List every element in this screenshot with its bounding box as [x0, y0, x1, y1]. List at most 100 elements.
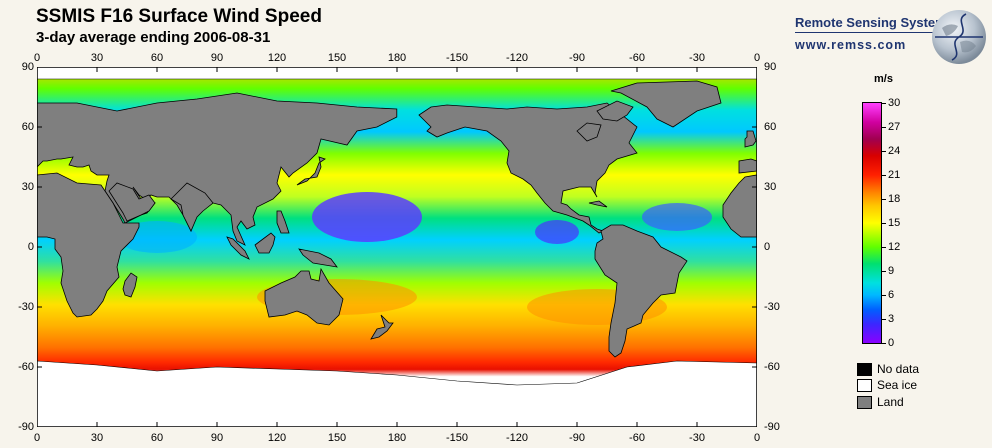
new-zealand-landmass [370, 314, 394, 340]
lat-left-tick-label-0: 90 [21, 61, 34, 73]
colorbar-tick-label: 9 [888, 265, 895, 277]
colorbar-tick-label: 24 [888, 145, 901, 157]
lon-top-tick-label-6: 180 [387, 52, 407, 64]
colorbar-tick [881, 295, 886, 296]
africa-west-landmass [722, 174, 757, 238]
lat-right-tick-label-2: 30 [764, 181, 777, 193]
legend-land: Land [857, 395, 904, 409]
lon-top-tick-label-5: 150 [327, 52, 347, 64]
lat-left-tick-label-4: -30 [18, 301, 34, 313]
lon-bottom-tick-label-0: 0 [33, 432, 41, 444]
lat-left-tick-label-5: -60 [18, 361, 34, 373]
lon-bottom-tick-label-3: 90 [210, 432, 224, 444]
colorbar-tick-label: 18 [888, 193, 901, 205]
colorbar-tick [881, 199, 886, 200]
colorbar [862, 102, 882, 344]
lon-bottom-tick-label-4: 120 [267, 432, 287, 444]
logo-url: www.remss.com [795, 38, 907, 52]
legend-sea-ice: Sea ice [857, 378, 917, 392]
colorbar-tick [881, 343, 886, 344]
colorbar-tick [881, 271, 886, 272]
lon-bottom-tick-label-10: -60 [629, 432, 645, 444]
lat-right-tick-label-3: 0 [764, 241, 771, 253]
colorbar-unit: m/s [874, 73, 893, 85]
south-america-landmass [594, 224, 688, 358]
africa-landmass [37, 172, 140, 318]
lat-right-tick-label-4: -30 [764, 301, 780, 313]
axis-ticks [37, 67, 757, 427]
colorbar-tick-label: 21 [888, 169, 901, 181]
lon-bottom-tick-label-11: -30 [689, 432, 705, 444]
baffin-landmass [596, 100, 634, 122]
lat-left-tick-label-3: 0 [27, 241, 34, 253]
colorbar-tick-label: 6 [888, 289, 895, 301]
legend-label-no-data: No data [877, 362, 920, 376]
australia-landmass [264, 267, 344, 326]
lon-bottom-tick-label-1: 30 [90, 432, 104, 444]
map-subtitle: 3-day average ending 2006-08-31 [36, 29, 271, 46]
land-swatch [857, 395, 872, 409]
colorbar-tick-label: 3 [888, 313, 895, 325]
lon-top-tick-label-11: -30 [689, 52, 705, 64]
colorbar-tick-label: 30 [888, 97, 901, 109]
legend-label-sea-ice: Sea ice [877, 378, 918, 392]
colorbar-tick [881, 319, 886, 320]
colorbar-tick-label: 15 [888, 217, 901, 229]
japan-landmass [296, 156, 326, 186]
iberia-landmass [738, 158, 757, 174]
lon-top-tick-label-1: 30 [90, 52, 104, 64]
logo-divider [795, 32, 945, 33]
lon-top-tick-label-9: -90 [569, 52, 585, 64]
lon-top-tick-label-4: 120 [267, 52, 287, 64]
lat-right-tick-label-0: 90 [764, 61, 777, 73]
colorbar-tick [881, 223, 886, 224]
lon-top-tick-label-12: 0 [753, 52, 761, 64]
colorbar-tick [881, 127, 886, 128]
sumatra-landmass [226, 236, 250, 260]
colorbar-tick [881, 151, 886, 152]
lon-bottom-tick-label-7: -150 [445, 432, 469, 444]
colorbar-tick [881, 103, 886, 104]
lon-bottom-tick-label-9: -90 [569, 432, 585, 444]
lon-top-tick-label-7: -150 [445, 52, 469, 64]
lat-right-tick-label-6: -90 [764, 421, 780, 433]
lon-top-tick-label-8: -120 [505, 52, 529, 64]
lon-bottom-tick-label-5: 150 [327, 432, 347, 444]
logo-name: Remote Sensing Systems [795, 15, 954, 30]
philippines-landmass [276, 210, 290, 234]
lat-left-tick-label-2: 30 [21, 181, 34, 193]
colorbar-tick-label: 12 [888, 241, 901, 253]
great-britain-landmass [744, 130, 757, 148]
colorbar-tick-label: 27 [888, 121, 901, 133]
arabia-landmass [108, 182, 156, 222]
cuba-landmass [588, 200, 608, 208]
colorbar-tick [881, 247, 886, 248]
lon-top-tick-label-10: -60 [629, 52, 645, 64]
legend-label-land: Land [877, 395, 904, 409]
lat-left-tick-label-6: -90 [18, 421, 34, 433]
lat-right-tick-label-1: 60 [764, 121, 777, 133]
lon-top-tick-label-2: 60 [150, 52, 164, 64]
lon-bottom-tick-label-2: 60 [150, 432, 164, 444]
greenland-landmass [610, 80, 722, 128]
map-title: SSMIS F16 Surface Wind Speed [36, 6, 322, 27]
lon-top-tick-label-0: 0 [33, 52, 41, 64]
lon-bottom-tick-label-8: -120 [505, 432, 529, 444]
hudson-bay [576, 122, 602, 142]
madagascar-landmass [122, 272, 138, 298]
lon-bottom-tick-label-12: 0 [753, 432, 761, 444]
legend-no-data: No data [857, 362, 919, 376]
colorbar-tick-label: 0 [888, 337, 895, 349]
colorbar-tick [881, 175, 886, 176]
sea-ice-swatch [857, 378, 872, 392]
wind-speed-map [37, 67, 757, 427]
no-data-swatch [857, 362, 872, 376]
new-guinea-landmass [298, 248, 338, 268]
globe-logo-icon [932, 10, 986, 64]
india-landmass [170, 182, 214, 232]
indonesia-borneo-landmass [254, 232, 276, 254]
lat-left-tick-label-1: 60 [21, 121, 34, 133]
lon-top-tick-label-3: 90 [210, 52, 224, 64]
lat-right-tick-label-5: -60 [764, 361, 780, 373]
lon-bottom-tick-label-6: 180 [387, 432, 407, 444]
